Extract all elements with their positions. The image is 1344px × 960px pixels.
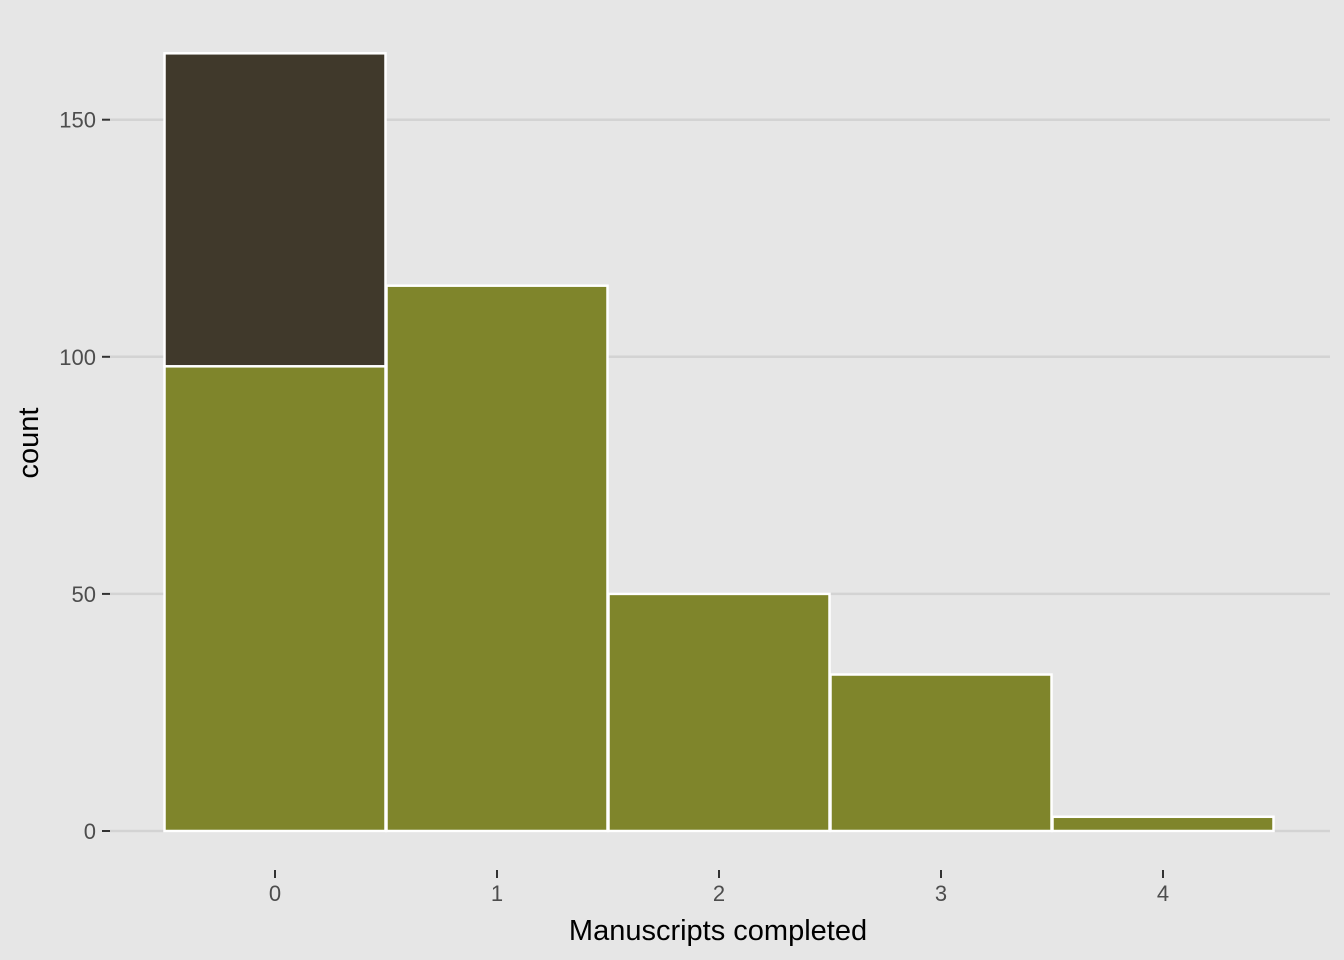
bar-0-segment-0 [163,365,387,833]
bar-3-segment-0 [829,673,1053,833]
bar-4-segment-0 [1051,815,1275,833]
x-tick-label: 0 [269,881,281,906]
x-tick-label: 4 [1157,881,1169,906]
y-tick-label: 50 [72,582,96,607]
x-tick-label: 2 [713,881,725,906]
x-axis-title: Manuscripts completed [569,915,867,947]
x-tick-label: 3 [935,881,947,906]
bar-1-segment-0 [385,284,609,833]
y-tick-label: 100 [59,345,96,370]
bars [163,52,1275,833]
y-tick-label: 0 [84,819,96,844]
y-axis-title: count [13,408,45,479]
bar-2-segment-0 [607,592,831,833]
y-axis: 0 50 100 150 [59,108,110,844]
y-tick-label: 150 [59,108,96,133]
bar-0-segment-1 [163,52,387,368]
x-axis: 0 1 2 3 4 [269,870,1169,906]
x-tick-label: 1 [491,881,503,906]
